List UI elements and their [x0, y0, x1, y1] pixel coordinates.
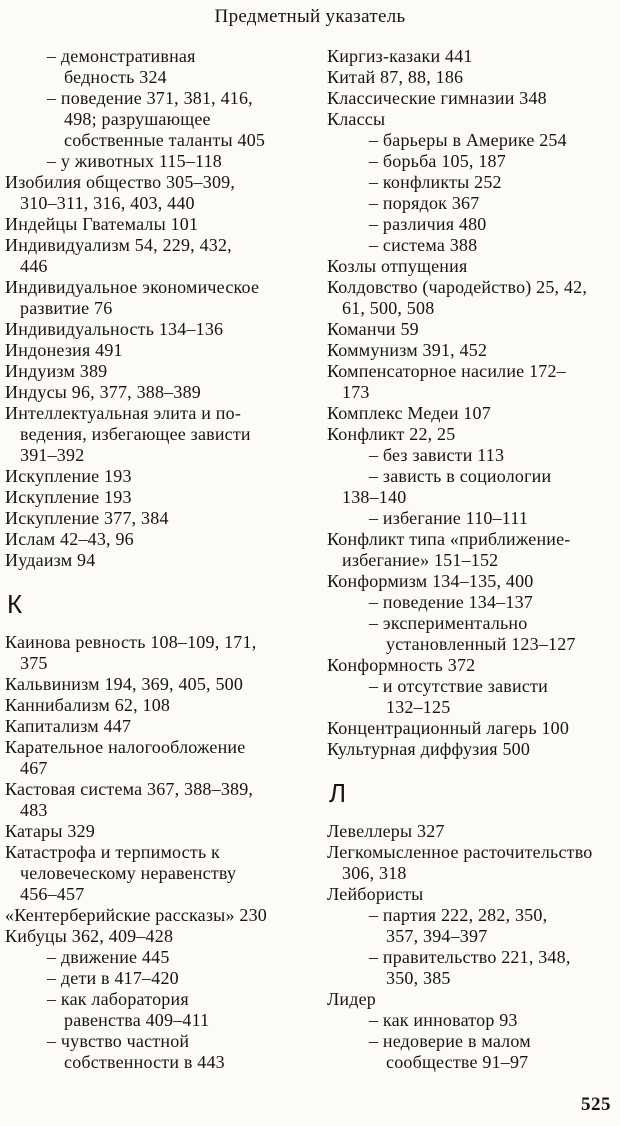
index-entry: Индуизм 389	[5, 361, 108, 381]
index-entry: Капитализм 447	[5, 716, 132, 736]
subentry-continuation: бедность 324	[64, 67, 167, 87]
index-subentry: – чувство частной	[47, 1031, 190, 1051]
index-entry: Карательное налогообложение	[5, 737, 246, 757]
entry-continuation: 310–311, 316, 403, 440	[20, 193, 195, 213]
index-subentry: – поведение 134–137	[369, 592, 533, 612]
entry-continuation: 375	[20, 653, 48, 673]
index-entry: Индейцы Гватемалы 101	[5, 214, 199, 234]
index-subentry: – как инноватор 93	[369, 1010, 518, 1030]
subentry-continuation: 357, 394–397	[386, 926, 488, 946]
index-entry: Катары 329	[5, 821, 95, 841]
index-entry: Каинова ревность 108–109, 171,	[5, 632, 257, 652]
subentry-continuation: сообществе 91–97	[386, 1052, 529, 1072]
index-entry: Компенсаторное насилие 172–	[327, 361, 566, 381]
index-entry: Легкомысленное расточительство	[327, 842, 593, 862]
index-subentry: – дети в 417–420	[47, 968, 179, 988]
subentry-continuation: равенства 409–411	[64, 1010, 210, 1030]
index-subentry: – борьба 105, 187	[369, 151, 506, 171]
index-entry: Лейбористы	[327, 884, 424, 904]
index-entry: Команчи 59	[327, 319, 419, 339]
index-entry: Индусы 96, 377, 388–389	[5, 382, 201, 402]
entry-continuation: 391–392	[20, 445, 85, 465]
index-subentry: – недоверие в малом	[369, 1031, 531, 1051]
index-entry: Левеллеры 327	[327, 821, 445, 841]
entry-continuation: 467	[20, 758, 48, 778]
index-entry: Культурная диффузия 500	[327, 739, 531, 759]
index-subentry: – движение 445	[47, 947, 170, 967]
index-subentry: – демонстративная	[47, 46, 196, 66]
entry-continuation: 483	[20, 800, 48, 820]
index-entry: Катастрофа и терпимость к	[5, 842, 220, 862]
entry-continuation: человеческому неравенству	[20, 863, 237, 883]
index-entry: Классы	[327, 109, 386, 129]
index-subentry: – конфликты 252	[369, 172, 502, 192]
index-entry: Интеллектуальная элита и по-	[5, 403, 242, 423]
index-subentry: – партия 222, 282, 350,	[369, 905, 548, 925]
subentry-continuation: 498; разрушающее	[64, 109, 211, 129]
index-subentry: – экспериментально	[369, 613, 528, 633]
index-entry: Изобилия общество 305–309,	[5, 172, 236, 192]
subentry-continuation: 350, 385	[386, 968, 451, 988]
entry-continuation: избегание» 151–152	[342, 550, 499, 570]
entry-continuation: 138–140	[342, 487, 407, 507]
subentry-continuation: собственности в 443	[64, 1052, 225, 1072]
index-subentry: – избегание 110–111	[369, 508, 529, 528]
index-entry: Конфликт 22, 25	[327, 424, 456, 444]
index-entry: Индивидуализм 54, 229, 432,	[5, 235, 232, 255]
entry-continuation: 306, 318	[342, 863, 407, 883]
index-entry: Козлы отпущения	[327, 256, 468, 276]
section-letter: Л	[329, 778, 347, 808]
entry-continuation: 173	[342, 382, 370, 402]
index-entry: Индонезия 491	[5, 340, 123, 360]
index-entry: Колдовство (чародейство) 25, 42,	[327, 277, 588, 297]
index-entry: Иудаизм 94	[5, 550, 96, 570]
index-subentry: – без зависти 113	[369, 445, 505, 465]
index-entry: Искупление 193	[5, 487, 132, 507]
entry-continuation: развитие 76	[20, 298, 113, 318]
index-subentry: – правительство 221, 348,	[369, 947, 571, 967]
index-subentry: – порядок 367	[369, 193, 480, 213]
index-entry: Искупление 193	[5, 466, 132, 486]
entry-continuation: 456–457	[20, 884, 85, 904]
index-entry: Кальвинизм 194, 369, 405, 500	[5, 674, 244, 694]
index-subentry: – поведение 371, 381, 416,	[47, 88, 253, 108]
index-entry: Лидер	[327, 989, 376, 1009]
index-subentry: – зависть в социологии	[369, 466, 552, 486]
index-entry: Киргиз-казаки 441	[327, 46, 473, 66]
entry-continuation: 61, 500, 508	[342, 298, 435, 318]
index-entry: «Кентерберийские рассказы» 230	[5, 905, 267, 925]
index-entry: Индивидуальное экономическое	[5, 277, 260, 297]
index-entry: Конформизм 134–135, 400	[327, 571, 534, 591]
running-header: Предметный указатель	[214, 6, 406, 27]
index-entry: Кибуцы 362, 409–428	[5, 926, 174, 946]
index-subentry: – барьеры в Америке 254	[369, 130, 567, 150]
index-column-right: Киргиз-казаки 441 Китай 87, 88, 186 Класси…	[327, 46, 617, 1073]
index-subentry: – система 388	[369, 235, 478, 255]
index-entry: Концентрационный лагерь 100	[327, 718, 570, 738]
index-column-left: – демонстративная бедность 324– поведение…	[5, 46, 320, 1073]
index-subentry: – и отсутствие зависти	[369, 676, 548, 696]
entry-continuation: 446	[20, 256, 48, 276]
subentry-continuation: установленный 123–127	[386, 634, 576, 654]
entry-continuation: ведения, избегающее зависти	[20, 424, 251, 444]
index-entry: Комплекс Медеи 107	[327, 403, 491, 423]
index-entry: Ислам 42–43, 96	[5, 529, 134, 549]
subentry-continuation: 132–125	[386, 697, 451, 717]
index-entry: Классические гимназии 348	[327, 88, 547, 108]
section-letter: К	[7, 589, 23, 619]
index-entry: Коммунизм 391, 452	[327, 340, 488, 360]
index-entry: Кастовая система 367, 388–389,	[5, 779, 254, 799]
index-subentry: – у животных 115–118	[47, 151, 222, 171]
index-entry: Каннибализм 62, 108	[5, 695, 171, 715]
index-entry: Индивидуальность 134–136	[5, 319, 224, 339]
index-entry: Конфликт типа «приближение-	[327, 529, 571, 549]
index-subentry: – различия 480	[369, 214, 487, 234]
index-entry: Китай 87, 88, 186	[327, 67, 464, 87]
index-entry: Искупление 377, 384	[5, 508, 169, 528]
index-subentry: – как лаборатория	[47, 989, 189, 1009]
index-entry: Конформность 372	[327, 655, 476, 675]
page-number: 525	[581, 1094, 611, 1115]
subentry-continuation: собственные таланты 405	[64, 130, 266, 150]
